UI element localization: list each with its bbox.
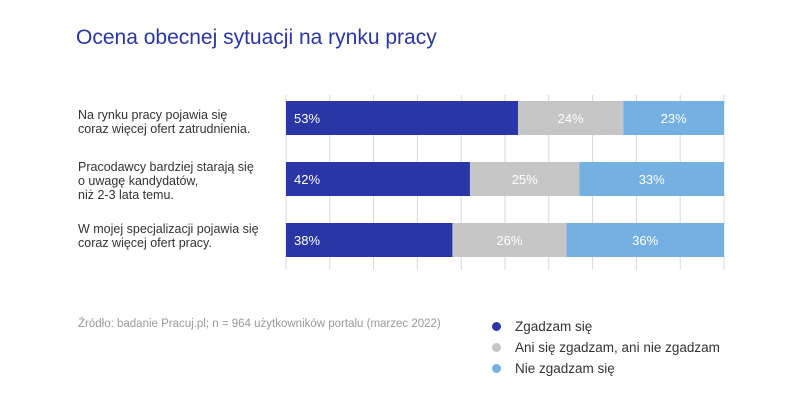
bar-segment [286, 101, 519, 135]
legend-label-agree: Zgadzam się [515, 319, 593, 334]
source-note: Źródło: badanie Pracuj.pl; n = 964 użytk… [78, 318, 441, 330]
bar-value-label: 36% [632, 233, 658, 248]
bar-value-label: 24% [558, 111, 584, 126]
legend-swatch-agree [492, 322, 501, 331]
legend-item-neutral: Ani się zgadzam, ani nie zgadzam [492, 337, 720, 358]
bar-segment [579, 162, 724, 196]
bar-value-label: 53% [294, 111, 320, 126]
bar-segment [286, 162, 470, 196]
category-label-1: Na rynku pracy pojawia się coraz więcej … [78, 108, 251, 136]
bar-value-label: 23% [661, 111, 687, 126]
bar-value-label: 33% [639, 172, 665, 187]
legend-label-neutral: Ani się zgadzam, ani nie zgadzam [515, 340, 720, 355]
bar-value-label: 25% [512, 172, 538, 187]
bar-segment [286, 223, 453, 257]
category-label-2: Pracodawcy bardziej starają się o uwagę … [78, 160, 254, 202]
bar-value-label: 26% [496, 233, 522, 248]
bar-segment [566, 223, 724, 257]
bar-segment [518, 101, 624, 135]
legend-swatch-disagree [492, 364, 501, 373]
stacked-bar-chart: 53% 24% 23% 42% 25% 33% 38% 26% 36% [285, 95, 725, 270]
legend-label-disagree: Nie zgadzam się [515, 361, 615, 376]
legend-item-disagree: Nie zgadzam się [492, 358, 720, 379]
chart-title: Ocena obecnej sytuacji na rynku pracy [76, 26, 437, 49]
bar-value-label: 38% [294, 233, 320, 248]
category-label-3: W mojej specjalizacji pojawia się coraz … [78, 222, 259, 250]
bar-value-label: 42% [294, 172, 320, 187]
bar-segment [452, 223, 567, 257]
legend-swatch-neutral [492, 343, 501, 352]
bar-segment [623, 101, 724, 135]
legend-item-agree: Zgadzam się [492, 316, 720, 337]
bar-segment [469, 162, 580, 196]
legend: Zgadzam się Ani się zgadzam, ani nie zga… [492, 316, 720, 379]
